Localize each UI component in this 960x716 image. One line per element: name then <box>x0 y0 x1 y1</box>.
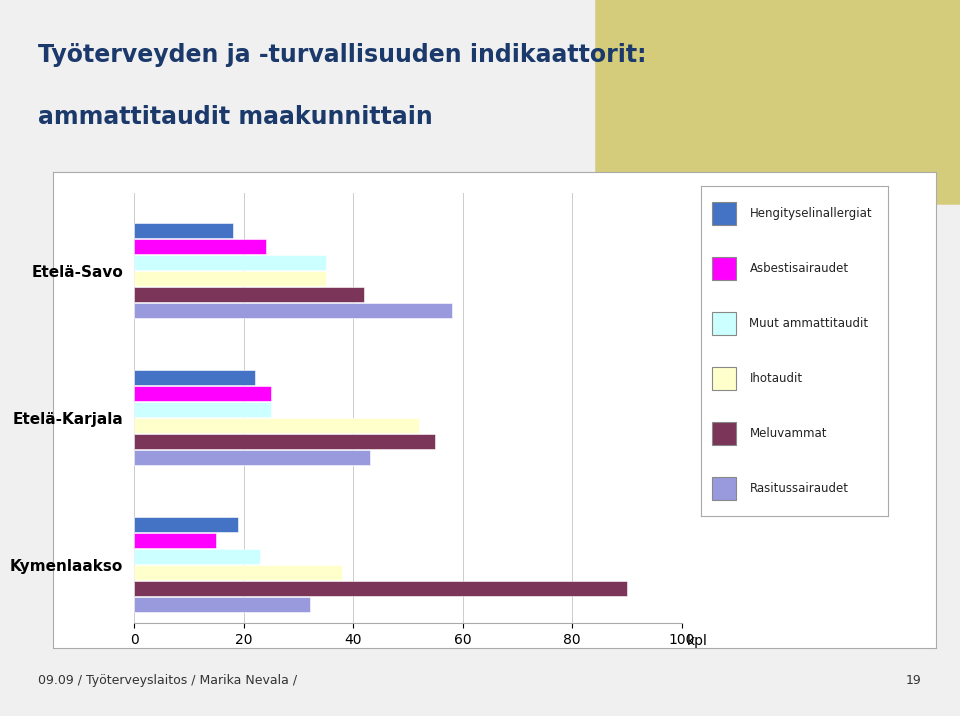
Bar <box>134 533 217 548</box>
Bar <box>134 223 233 238</box>
Text: Hengityselinallergiat: Hengityselinallergiat <box>750 207 872 220</box>
Bar <box>134 418 419 433</box>
Bar <box>134 518 238 532</box>
Text: Meluvammat: Meluvammat <box>750 427 827 440</box>
Bar <box>134 549 260 564</box>
Bar <box>134 370 254 384</box>
Bar <box>134 450 370 465</box>
FancyBboxPatch shape <box>712 422 736 445</box>
Text: ammattitaudit maakunnittain: ammattitaudit maakunnittain <box>38 105 433 129</box>
Bar <box>134 271 325 286</box>
FancyBboxPatch shape <box>712 202 736 225</box>
Bar <box>134 581 627 596</box>
FancyBboxPatch shape <box>712 477 736 500</box>
Text: Asbestisairaudet: Asbestisairaudet <box>750 262 849 275</box>
Bar <box>134 402 271 417</box>
Text: Työterveyden ja -turvallisuuden indikaattorit:: Työterveyden ja -turvallisuuden indikaat… <box>38 43 647 67</box>
Bar <box>134 287 364 302</box>
Text: Rasitussairaudet: Rasitussairaudet <box>750 482 849 495</box>
Text: Muut ammattitaudit: Muut ammattitaudit <box>750 317 869 330</box>
Text: 09.09 / Työterveyslaitos / Marika Nevala /: 09.09 / Työterveyslaitos / Marika Nevala… <box>38 674 298 687</box>
FancyBboxPatch shape <box>712 367 736 390</box>
FancyBboxPatch shape <box>712 312 736 335</box>
Text: 19: 19 <box>906 674 922 687</box>
Bar <box>134 386 271 401</box>
Text: Ihotaudit: Ihotaudit <box>750 372 803 384</box>
FancyBboxPatch shape <box>712 257 736 280</box>
Bar <box>134 304 452 318</box>
Bar <box>134 566 343 580</box>
Bar <box>134 239 266 253</box>
Text: kpl: kpl <box>686 634 708 648</box>
FancyBboxPatch shape <box>595 0 960 205</box>
Bar <box>134 255 325 270</box>
Bar <box>134 597 309 612</box>
Bar <box>134 435 436 449</box>
